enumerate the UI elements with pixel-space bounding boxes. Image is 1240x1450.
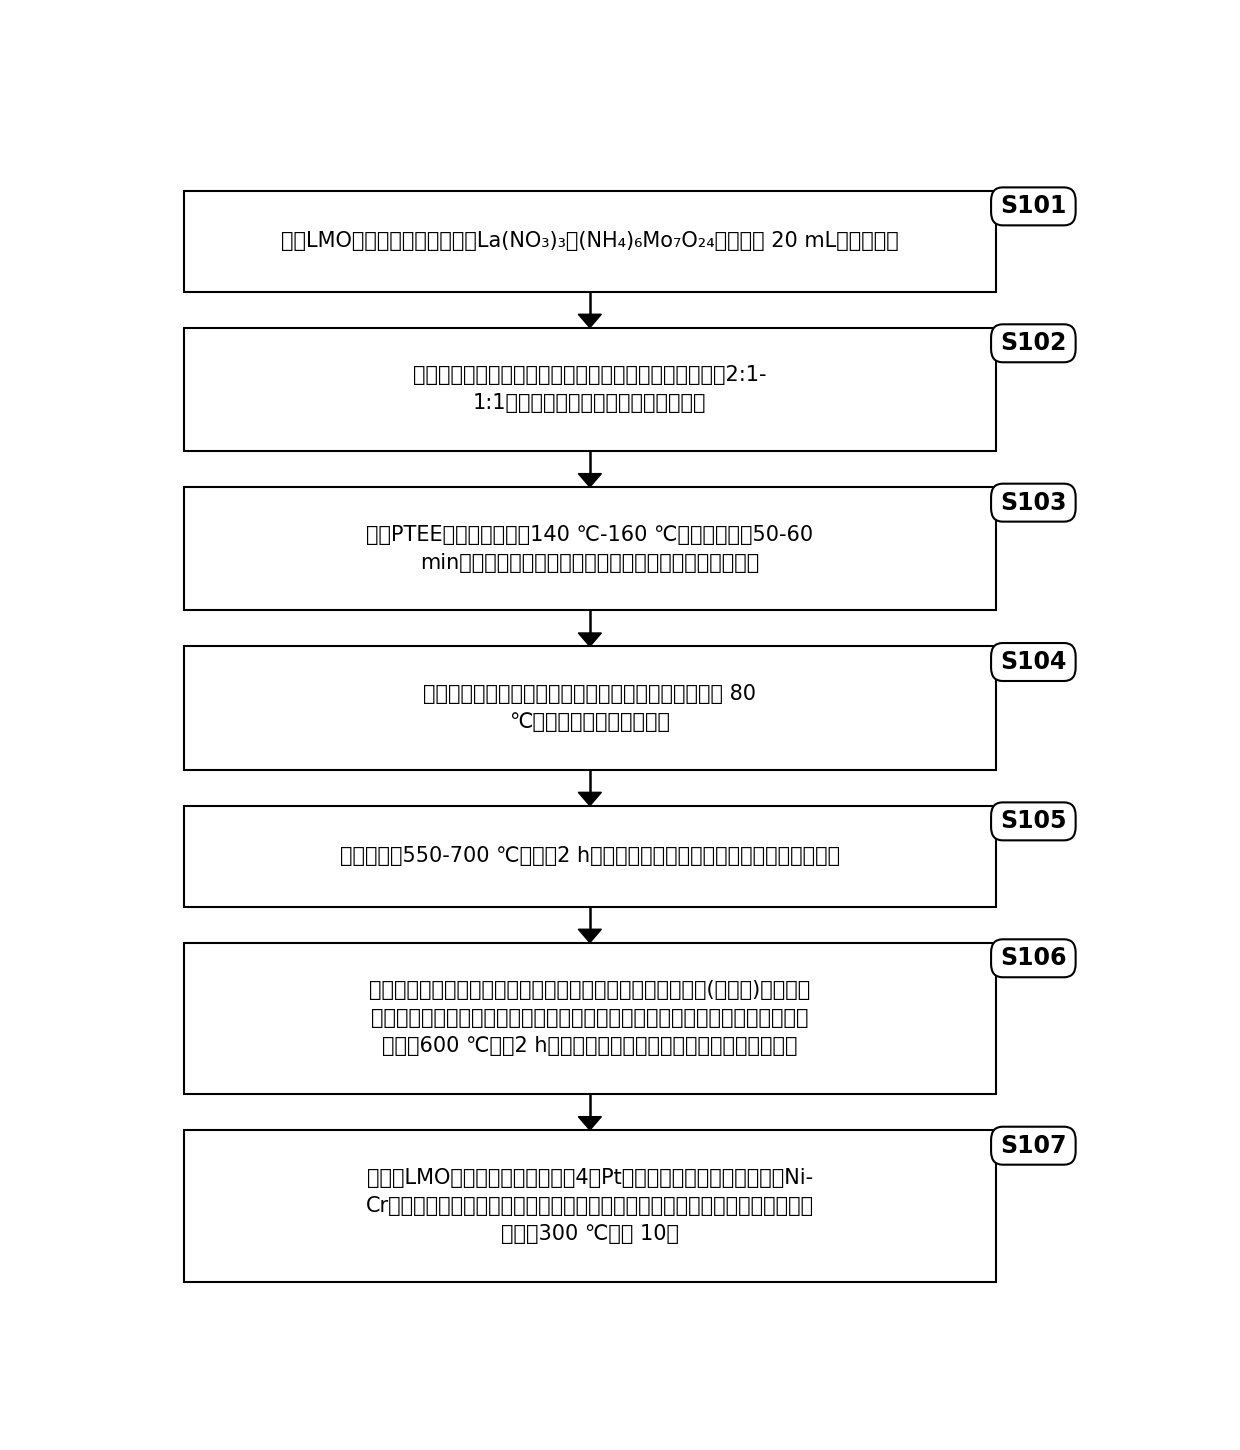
Text: 然后对沉淠物在去离子水里和纯酒精里冲洗数次，再在 80
℃下进行干燥，得到预制粉: 然后对沉淠物在去离子水里和纯酒精里冲洗数次，再在 80 ℃下进行干燥，得到预制粉 — [423, 684, 756, 732]
Text: S102: S102 — [1001, 331, 1066, 355]
FancyBboxPatch shape — [991, 325, 1075, 362]
Text: S107: S107 — [1001, 1134, 1066, 1157]
Bar — [184, 806, 996, 906]
Polygon shape — [578, 634, 601, 647]
Polygon shape — [578, 1116, 601, 1130]
FancyBboxPatch shape — [991, 1127, 1075, 1164]
Text: S104: S104 — [1001, 650, 1066, 674]
Text: 根据LMO化学配比称量一定量的La(NO₃)₃和(NH₄)₆Mo₇O₂₄并溶解在 20 mL去离子水里: 根据LMO化学配比称量一定量的La(NO₃)₃和(NH₄)₆Mo₇O₂₄并溶解在… — [281, 231, 899, 251]
FancyBboxPatch shape — [991, 484, 1075, 522]
Text: 对预制粉在550-700 ℃下锻烧2 h可以得到微波辅助合成的白色馒酸镧纳米粉体: 对预制粉在550-700 ℃下锻烧2 h可以得到微波辅助合成的白色馒酸镧纳米粉体 — [340, 847, 839, 866]
Text: 加入一定量的柠檬酸，柠檬酸和金属阳离子的摸尔比例为2:1-
1:1。进行搞拌一定时间形成均一的溶液: 加入一定量的柠檬酸，柠檬酸和金属阳离子的摸尔比例为2:1- 1:1。进行搞拌一定… — [413, 365, 766, 413]
FancyBboxPatch shape — [991, 802, 1075, 841]
Bar — [184, 328, 996, 451]
Text: S106: S106 — [1001, 947, 1066, 970]
Bar — [184, 1130, 996, 1282]
Bar — [184, 191, 996, 291]
Bar — [184, 487, 996, 610]
Bar — [184, 942, 996, 1095]
Text: S103: S103 — [1001, 490, 1066, 515]
Text: 倒入PTEE密封的羐子里在140 ℃-160 ℃进行微波加热50-60
min，然后取出来自然冷却到室温，离心出来棕色的沉淠物: 倒入PTEE密封的羐子里在140 ℃-160 ℃进行微波加热50-60 min，… — [366, 525, 813, 573]
Text: S105: S105 — [1001, 809, 1066, 834]
Text: 将涂有LMO基纳米粉体的陶瓷管的4个Pt电极丝焊接在底座上，然后将Ni-
Cr加热丝从陶瓷管中穿过并将其两端也焊接在底座上，制成气敏元件，将焊好的
元件在300: 将涂有LMO基纳米粉体的陶瓷管的4个Pt电极丝焊接在底座上，然后将Ni- Cr加… — [366, 1167, 813, 1244]
Text: S101: S101 — [1001, 194, 1066, 219]
Polygon shape — [578, 315, 601, 328]
Bar — [184, 647, 996, 770]
Polygon shape — [578, 474, 601, 487]
FancyBboxPatch shape — [991, 642, 1075, 682]
Polygon shape — [578, 792, 601, 806]
FancyBboxPatch shape — [991, 940, 1075, 977]
Text: 在玛瑙研餓中加入少量纳米粉体，研磨均匀后滴入少许黏合剂(松油醇)，调成糊
状后均匀涂敭到氧化铝陶瓷管外面，将涂好的陶瓷管放在红外灯下烘干后，于马
弗炉中600 : 在玛瑙研餓中加入少量纳米粉体，研磨均匀后滴入少许黏合剂(松油醇)，调成糊 状后均… — [370, 980, 811, 1057]
Polygon shape — [578, 929, 601, 942]
FancyBboxPatch shape — [991, 187, 1075, 225]
